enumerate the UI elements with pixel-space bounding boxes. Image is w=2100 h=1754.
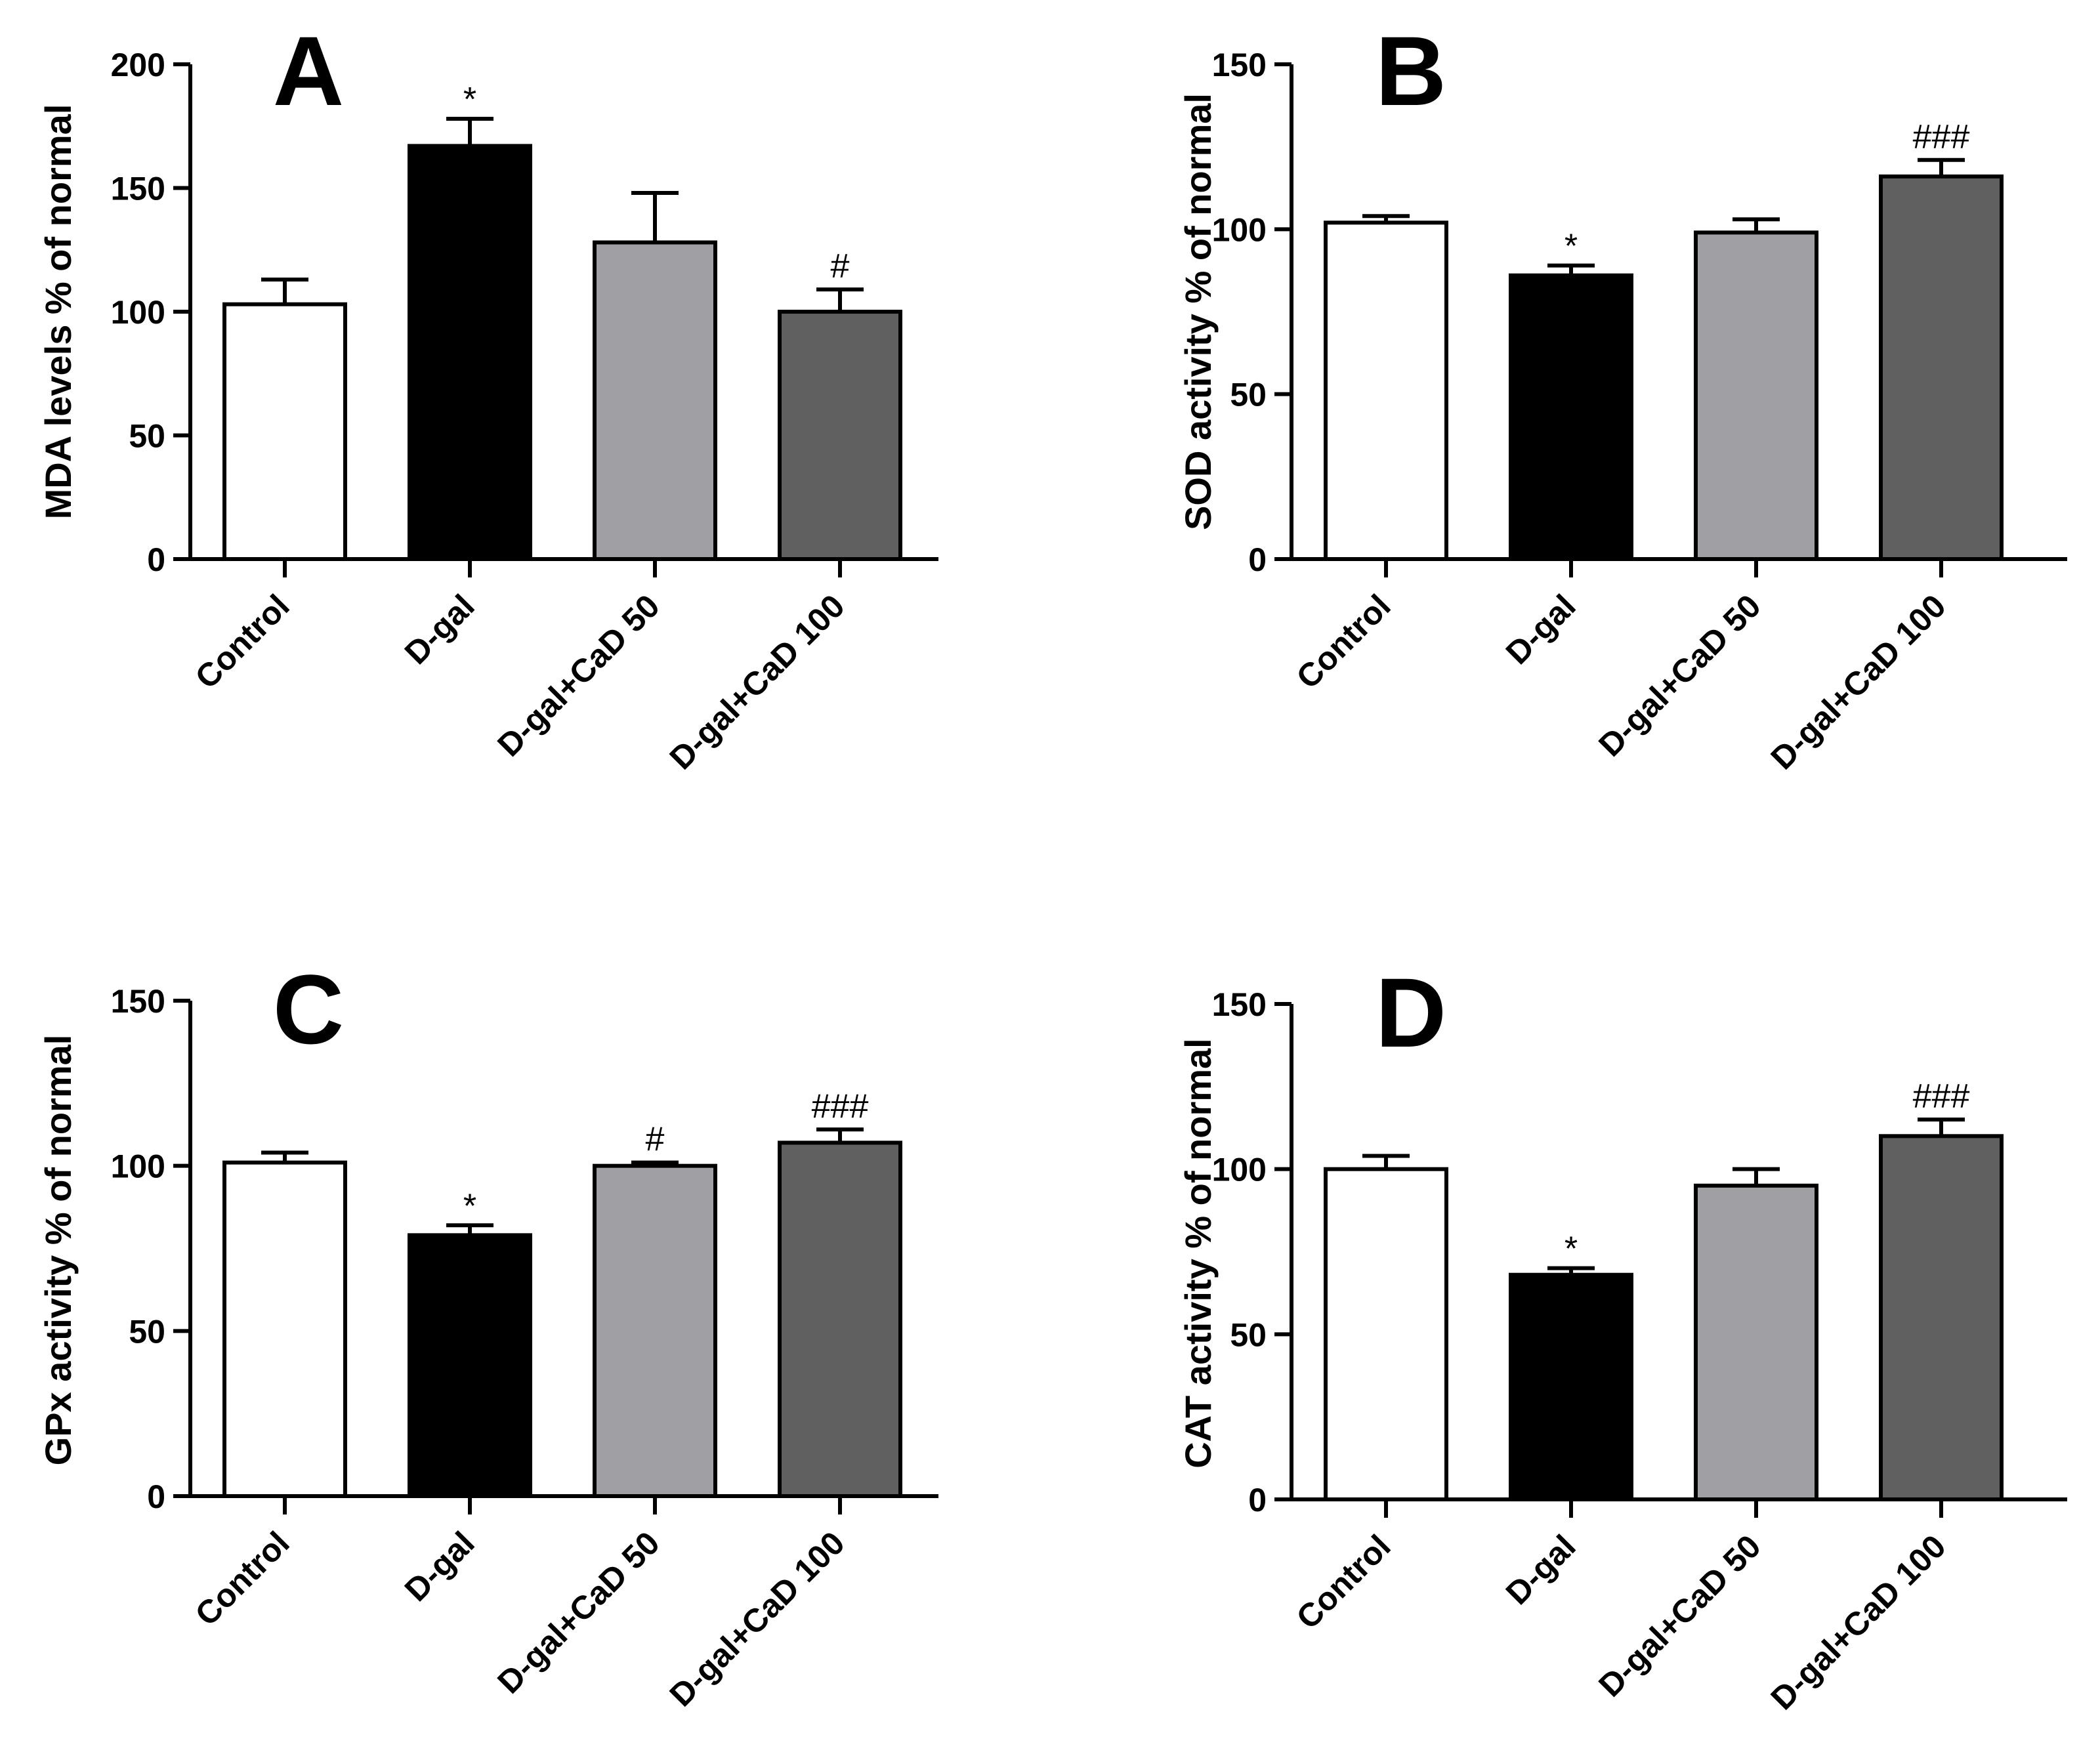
x-category-label: D-gal+CaD 50 xyxy=(490,1524,667,1701)
x-category-label: Control xyxy=(188,1524,297,1633)
y-axis-title: MDA levels % of normal xyxy=(37,104,79,520)
x-category-label: D-gal+CaD 100 xyxy=(1764,1528,1953,1717)
x-category-label: D-gal+CaD 100 xyxy=(663,587,852,776)
y-tick-label: 0 xyxy=(147,541,165,578)
y-tick-label: 0 xyxy=(1248,1482,1267,1518)
y-axis-title: CAT activity % of normal xyxy=(1177,1038,1219,1469)
chart-panel-b: B SOD activity % of normal 0 50 100 150 Contro… xyxy=(1177,16,2067,776)
y-tick-label: 50 xyxy=(1230,1316,1267,1353)
y-axis-title: SOD activity % of normal xyxy=(1177,93,1219,530)
significance-label: ### xyxy=(1913,118,1970,156)
panel-letter: A xyxy=(273,16,344,126)
bar xyxy=(408,1233,532,1499)
y-tick-label: 0 xyxy=(147,1478,165,1515)
x-category-label: Control xyxy=(1290,587,1398,696)
y-tick-label: 50 xyxy=(1230,377,1267,413)
y-tick-label: 150 xyxy=(1212,47,1267,83)
bar xyxy=(1324,1167,1448,1501)
significance-label: * xyxy=(463,1187,476,1225)
panel-letter: C xyxy=(273,954,344,1064)
significance-label: ### xyxy=(812,1087,869,1125)
y-tick-label: 150 xyxy=(1212,986,1267,1023)
x-category-label: D-gal+CaD 100 xyxy=(663,1524,852,1713)
x-category-label: D-gal xyxy=(1499,1528,1583,1612)
y-tick-label: 100 xyxy=(1212,1152,1267,1188)
bar xyxy=(1694,1183,1818,1502)
x-category-label: D-gal+CaD 50 xyxy=(490,587,667,764)
x-category-label: D-gal+CaD 50 xyxy=(1591,1528,1768,1704)
y-tick-label: 100 xyxy=(111,1148,165,1185)
x-category-label: Control xyxy=(1290,1528,1398,1636)
significance-label: * xyxy=(463,81,476,119)
x-category-label: D-gal+CaD 100 xyxy=(1764,587,1953,776)
bar xyxy=(1324,220,1448,561)
bar xyxy=(1509,1272,1633,1501)
significance-label: ### xyxy=(1913,1077,1970,1116)
significance-label: * xyxy=(1564,228,1578,266)
x-category-label: D-gal xyxy=(398,1524,482,1608)
x-category-label: Control xyxy=(188,587,297,696)
significance-label: * xyxy=(1564,1230,1578,1268)
x-category-label: D-gal xyxy=(398,587,482,671)
bar xyxy=(778,1140,902,1498)
bar xyxy=(1509,273,1633,561)
significance-label: # xyxy=(831,247,850,285)
bar xyxy=(1879,174,2004,561)
y-tick-label: 100 xyxy=(111,294,165,331)
y-tick-label: 150 xyxy=(111,171,165,207)
x-category-label: D-gal+CaD 50 xyxy=(1591,587,1768,764)
y-axis-title: GPx activity % of normal xyxy=(37,1035,79,1466)
y-tick-label: 0 xyxy=(1248,541,1267,578)
chart-panel-d: D CAT activity % of normal 0 50 100 150 Contro… xyxy=(1177,957,2067,1717)
y-tick-label: 50 xyxy=(129,1313,165,1350)
panel-letter: B xyxy=(1376,16,1446,126)
significance-label: # xyxy=(646,1121,665,1159)
chart-panel-c: C GPx activity % of normal 0 50 100 150 Contro… xyxy=(37,954,938,1713)
y-tick-label: 150 xyxy=(111,983,165,1020)
y-tick-label: 200 xyxy=(111,47,165,83)
panel-letter: D xyxy=(1376,957,1446,1068)
y-tick-label: 50 xyxy=(129,418,165,455)
bar xyxy=(1694,230,1818,561)
x-category-label: D-gal xyxy=(1499,587,1583,671)
y-tick-label: 100 xyxy=(1212,211,1267,248)
bar xyxy=(593,1163,717,1498)
bar xyxy=(222,302,347,561)
bar xyxy=(593,240,717,561)
bar xyxy=(778,310,902,561)
bar xyxy=(408,144,532,562)
chart-panel-a: A MDA levels % of normal 0 50 100 150 200 Contr… xyxy=(37,16,938,776)
bar xyxy=(222,1160,347,1498)
bar xyxy=(1879,1134,2004,1502)
